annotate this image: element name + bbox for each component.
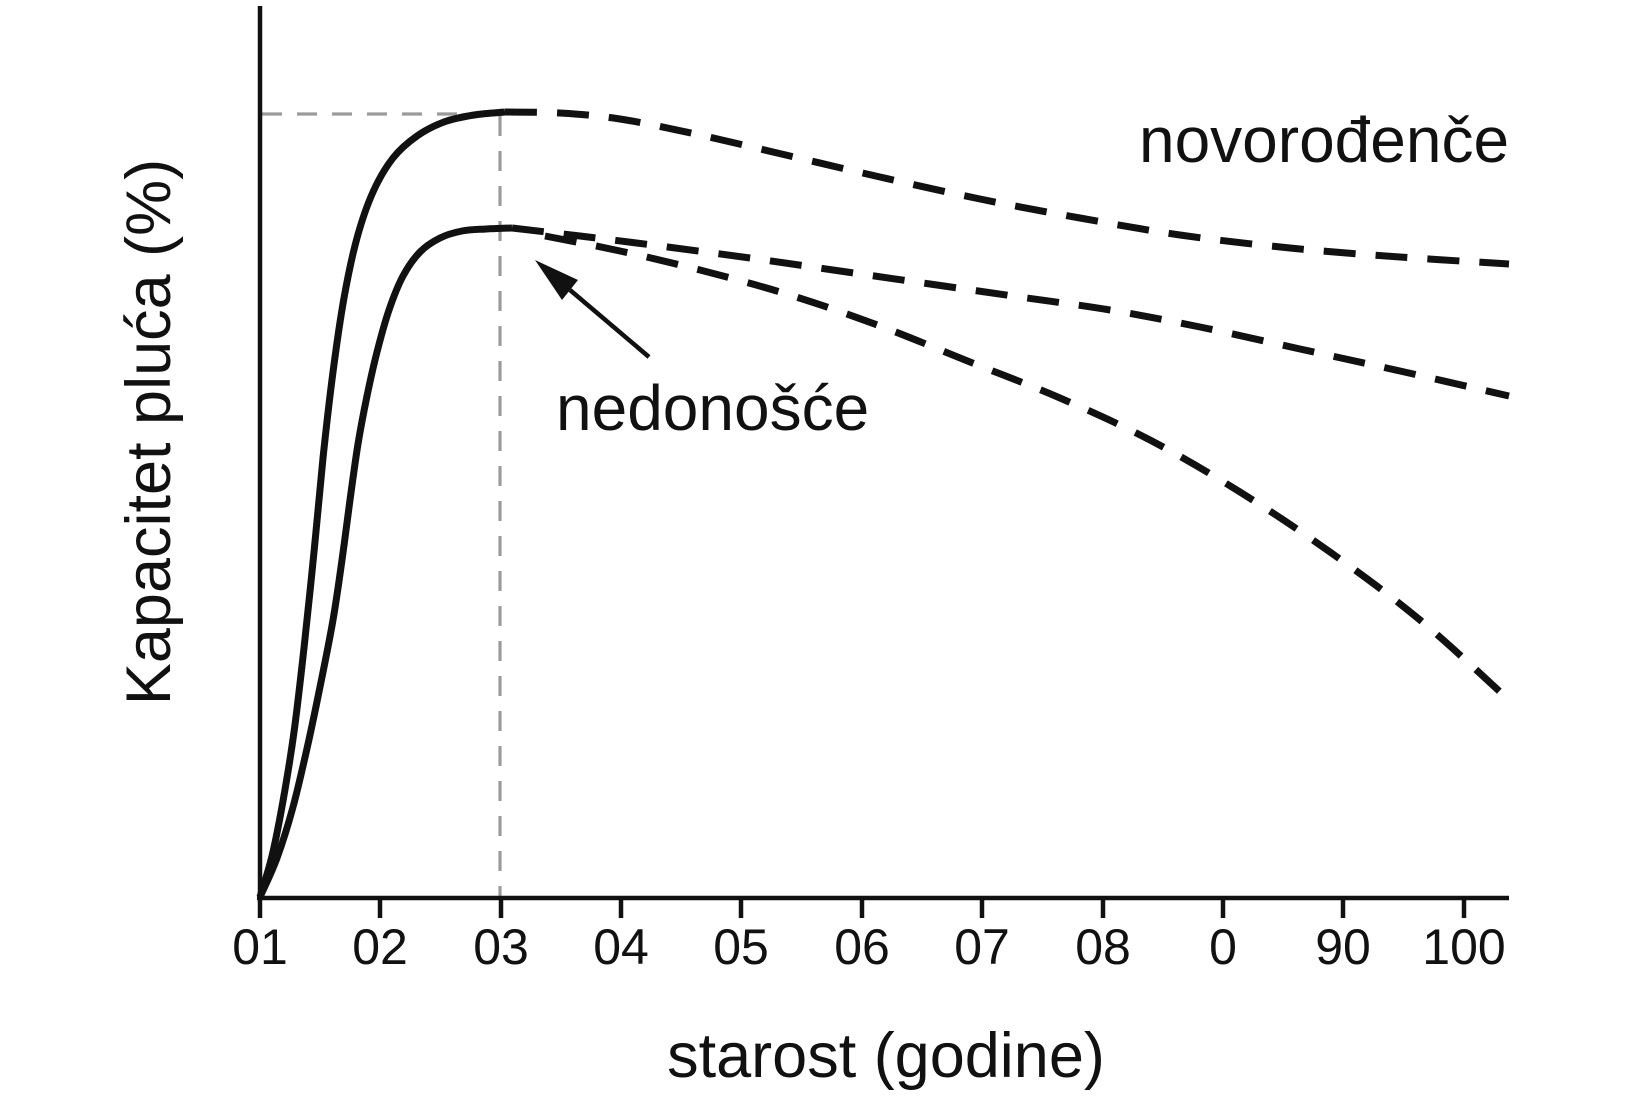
guide-lines [262, 112, 508, 896]
curve-premature-dashed-upper [511, 224, 1510, 400]
x-tick-label: 06 [834, 919, 890, 975]
x-tick-label: 03 [473, 919, 529, 975]
y-axis-label: Kapacitet pluća (%) [114, 159, 184, 705]
annotation-premature-label: nedonošće [556, 372, 869, 444]
curve-premature-solid [256, 224, 513, 899]
x-tick-label: 02 [352, 919, 408, 975]
x-tick-label: 90 [1315, 919, 1371, 975]
x-tick-label: 07 [954, 919, 1010, 975]
x-tick-label: 05 [713, 919, 769, 975]
annotation-newborn-label: novorođenče [1139, 104, 1509, 176]
x-tick-label: 01 [232, 919, 288, 975]
x-tick-label: 0 [1209, 919, 1237, 975]
x-axis-ticks: 01 02 03 04 05 06 07 08 0 90 100 [232, 898, 1506, 975]
annotation-arrow [535, 260, 651, 359]
x-tick-label: 100 [1422, 919, 1505, 975]
axes [257, 6, 1509, 901]
arrow-shaft [568, 288, 651, 359]
curve-newborn-dashed [504, 108, 1510, 268]
curve-newborn-solid [256, 108, 506, 898]
curve-premature-dashed-lower [544, 232, 1512, 703]
x-tick-label: 04 [593, 919, 649, 975]
x-axis-label: starost (godine) [667, 1021, 1105, 1091]
arrow-head [535, 260, 578, 300]
x-tick-label: 08 [1075, 919, 1131, 975]
curves [256, 108, 1512, 899]
